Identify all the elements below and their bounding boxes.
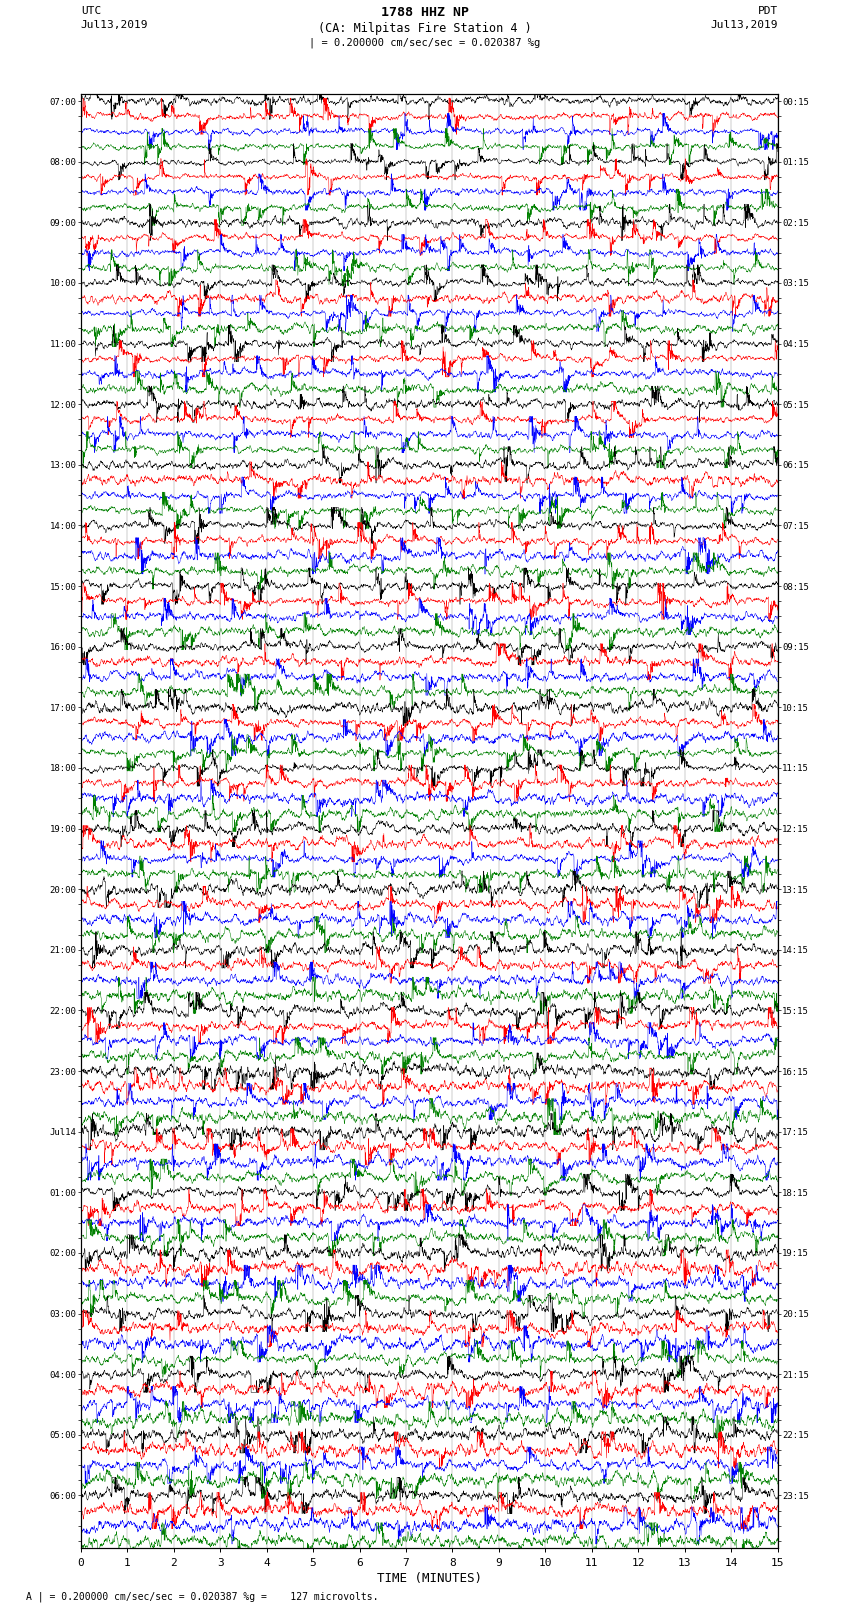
Text: Jul13,2019: Jul13,2019 (711, 19, 778, 31)
Text: PDT: PDT (757, 5, 778, 16)
Text: A | = 0.200000 cm/sec/sec = 0.020387 %g =    127 microvolts.: A | = 0.200000 cm/sec/sec = 0.020387 %g … (26, 1590, 378, 1602)
Text: Jul13,2019: Jul13,2019 (81, 19, 148, 31)
Text: | = 0.200000 cm/sec/sec = 0.020387 %g: | = 0.200000 cm/sec/sec = 0.020387 %g (309, 37, 541, 48)
Text: (CA: Milpitas Fire Station 4 ): (CA: Milpitas Fire Station 4 ) (318, 23, 532, 35)
X-axis label: TIME (MINUTES): TIME (MINUTES) (377, 1571, 482, 1584)
Text: 1788 HHZ NP: 1788 HHZ NP (381, 5, 469, 19)
Text: UTC: UTC (81, 5, 101, 16)
